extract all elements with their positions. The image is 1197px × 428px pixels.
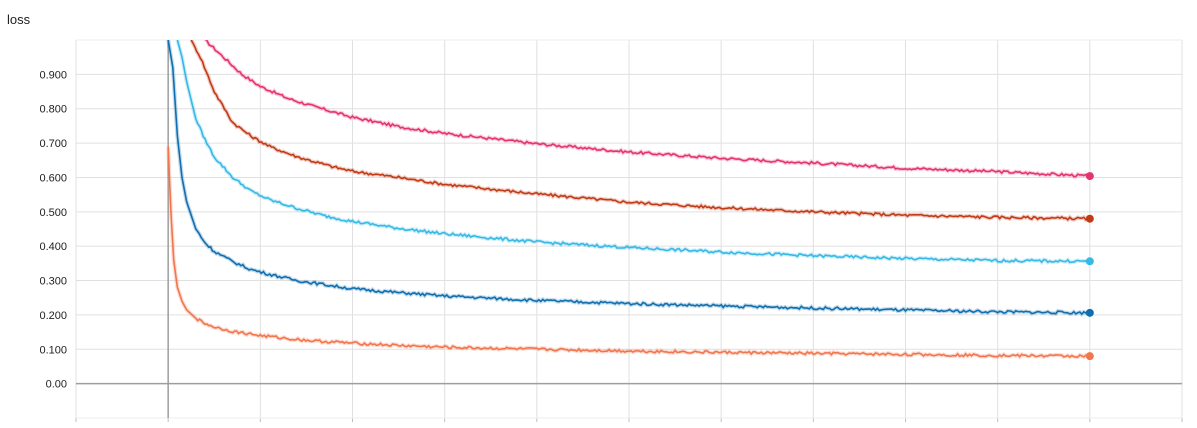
y-tick-label: 0.800 <box>39 104 67 116</box>
series-line-halo <box>189 40 1091 223</box>
y-tick-label: 0.00 <box>46 379 67 391</box>
y-tick-label: 0.300 <box>39 276 67 288</box>
axes <box>76 40 1182 418</box>
series-end-point[interactable] <box>1085 308 1094 317</box>
y-tick-label: 0.200 <box>39 310 67 322</box>
series-line[interactable] <box>167 146 1091 359</box>
series-end-point[interactable] <box>1085 214 1094 223</box>
y-tick-label: 0.100 <box>39 344 67 356</box>
y-tick-label: 0.600 <box>39 172 67 184</box>
series-line-halo <box>203 40 1091 179</box>
series <box>166 39 1094 361</box>
series-end-point[interactable] <box>1085 172 1094 181</box>
y-tick-labels: 0.00 0.100 0.200 0.300 0.400 0.500 0.600 0.700 0… <box>39 69 67 390</box>
series-line[interactable] <box>190 40 1091 221</box>
series-end-point[interactable] <box>1085 257 1094 266</box>
series-line[interactable] <box>176 40 1090 264</box>
y-tick-label: 0.400 <box>39 241 67 253</box>
series-line[interactable] <box>205 39 1091 178</box>
series-line[interactable] <box>167 40 1091 316</box>
y-tick-label: 0.500 <box>39 207 67 219</box>
y-tick-label: 0.700 <box>39 138 67 150</box>
grid <box>75 39 1183 422</box>
chart-title: loss <box>7 12 31 27</box>
y-tick-label: 0.900 <box>39 69 67 81</box>
series-end-point[interactable] <box>1085 352 1094 361</box>
